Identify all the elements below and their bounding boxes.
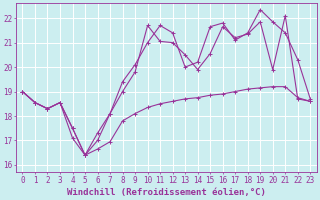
X-axis label: Windchill (Refroidissement éolien,°C): Windchill (Refroidissement éolien,°C): [67, 188, 266, 197]
